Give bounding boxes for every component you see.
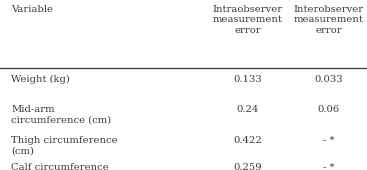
- Text: Mid-arm
circumference (cm): Mid-arm circumference (cm): [11, 105, 111, 125]
- Text: Thigh circumference
(cm): Thigh circumference (cm): [11, 136, 118, 155]
- Text: 0.24: 0.24: [237, 105, 259, 114]
- Text: Interobserver
measurement
error: Interobserver measurement error: [293, 5, 364, 35]
- Text: Calf circumference
(cm): Calf circumference (cm): [11, 163, 109, 170]
- Text: - *: - *: [323, 163, 334, 170]
- Text: 0.259: 0.259: [233, 163, 262, 170]
- Text: Variable: Variable: [11, 5, 53, 14]
- Text: 0.06: 0.06: [317, 105, 339, 114]
- Text: 0.033: 0.033: [314, 75, 343, 84]
- Text: - *: - *: [323, 136, 334, 145]
- Text: 0.422: 0.422: [233, 136, 262, 145]
- Text: Intraobserver
measurement
error: Intraobserver measurement error: [212, 5, 283, 35]
- Text: Weight (kg): Weight (kg): [11, 75, 70, 84]
- Text: 0.133: 0.133: [233, 75, 262, 84]
